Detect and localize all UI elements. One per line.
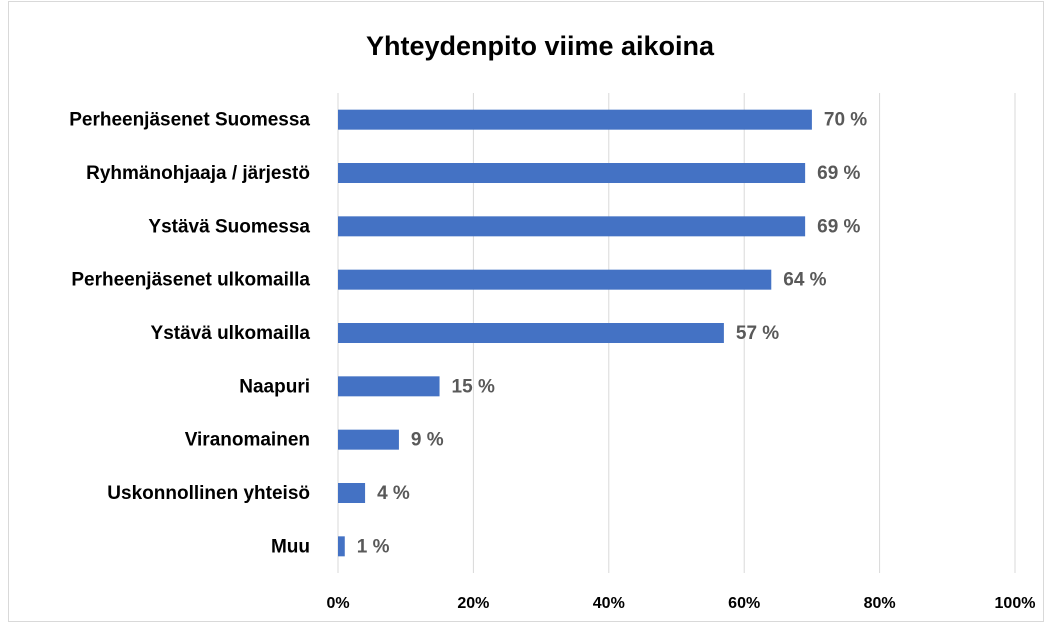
y-tick-label: Viranomainen: [185, 430, 310, 451]
bar: [338, 109, 812, 130]
data-label: 57 %: [736, 323, 779, 344]
data-label: 69 %: [817, 216, 860, 237]
y-tick-label: Perheenjäsenet Suomessa: [69, 110, 310, 131]
y-tick-label: Muu: [271, 536, 310, 557]
bar: [338, 216, 806, 237]
chart-frame: [8, 1, 1044, 622]
x-tick-label: 100%: [995, 595, 1036, 612]
x-tick-label: 40%: [593, 595, 625, 612]
data-label: 15 %: [452, 376, 495, 397]
bar: [338, 483, 366, 503]
x-tick-label: 80%: [864, 595, 896, 612]
bar: [338, 429, 399, 450]
bar: [338, 163, 806, 183]
y-tick-label: Ystävä ulkomailla: [151, 323, 311, 344]
bar: [338, 376, 440, 397]
data-label: 64 %: [783, 270, 826, 291]
data-label: 70 %: [824, 110, 867, 131]
y-tick-label: Uskonnollinen yhteisö: [107, 483, 310, 504]
data-label: 1 %: [357, 536, 390, 557]
data-label: 9 %: [411, 430, 444, 451]
bar: [338, 269, 772, 290]
chart-title: Yhteydenpito viime aikoina: [366, 31, 715, 61]
x-tick-label: 20%: [457, 595, 489, 612]
bar: [338, 536, 345, 557]
x-tick-label: 0%: [326, 595, 349, 612]
y-tick-label: Ryhmänohjaaja / järjestö: [86, 163, 310, 184]
bar: [338, 323, 724, 343]
y-tick-label: Naapuri: [239, 376, 310, 397]
data-label: 69 %: [817, 163, 860, 184]
data-label: 4 %: [377, 483, 410, 504]
y-tick-label: Perheenjäsenet ulkomailla: [71, 270, 310, 291]
y-tick-label: Ystävä Suomessa: [148, 216, 310, 237]
x-tick-label: 60%: [728, 595, 760, 612]
